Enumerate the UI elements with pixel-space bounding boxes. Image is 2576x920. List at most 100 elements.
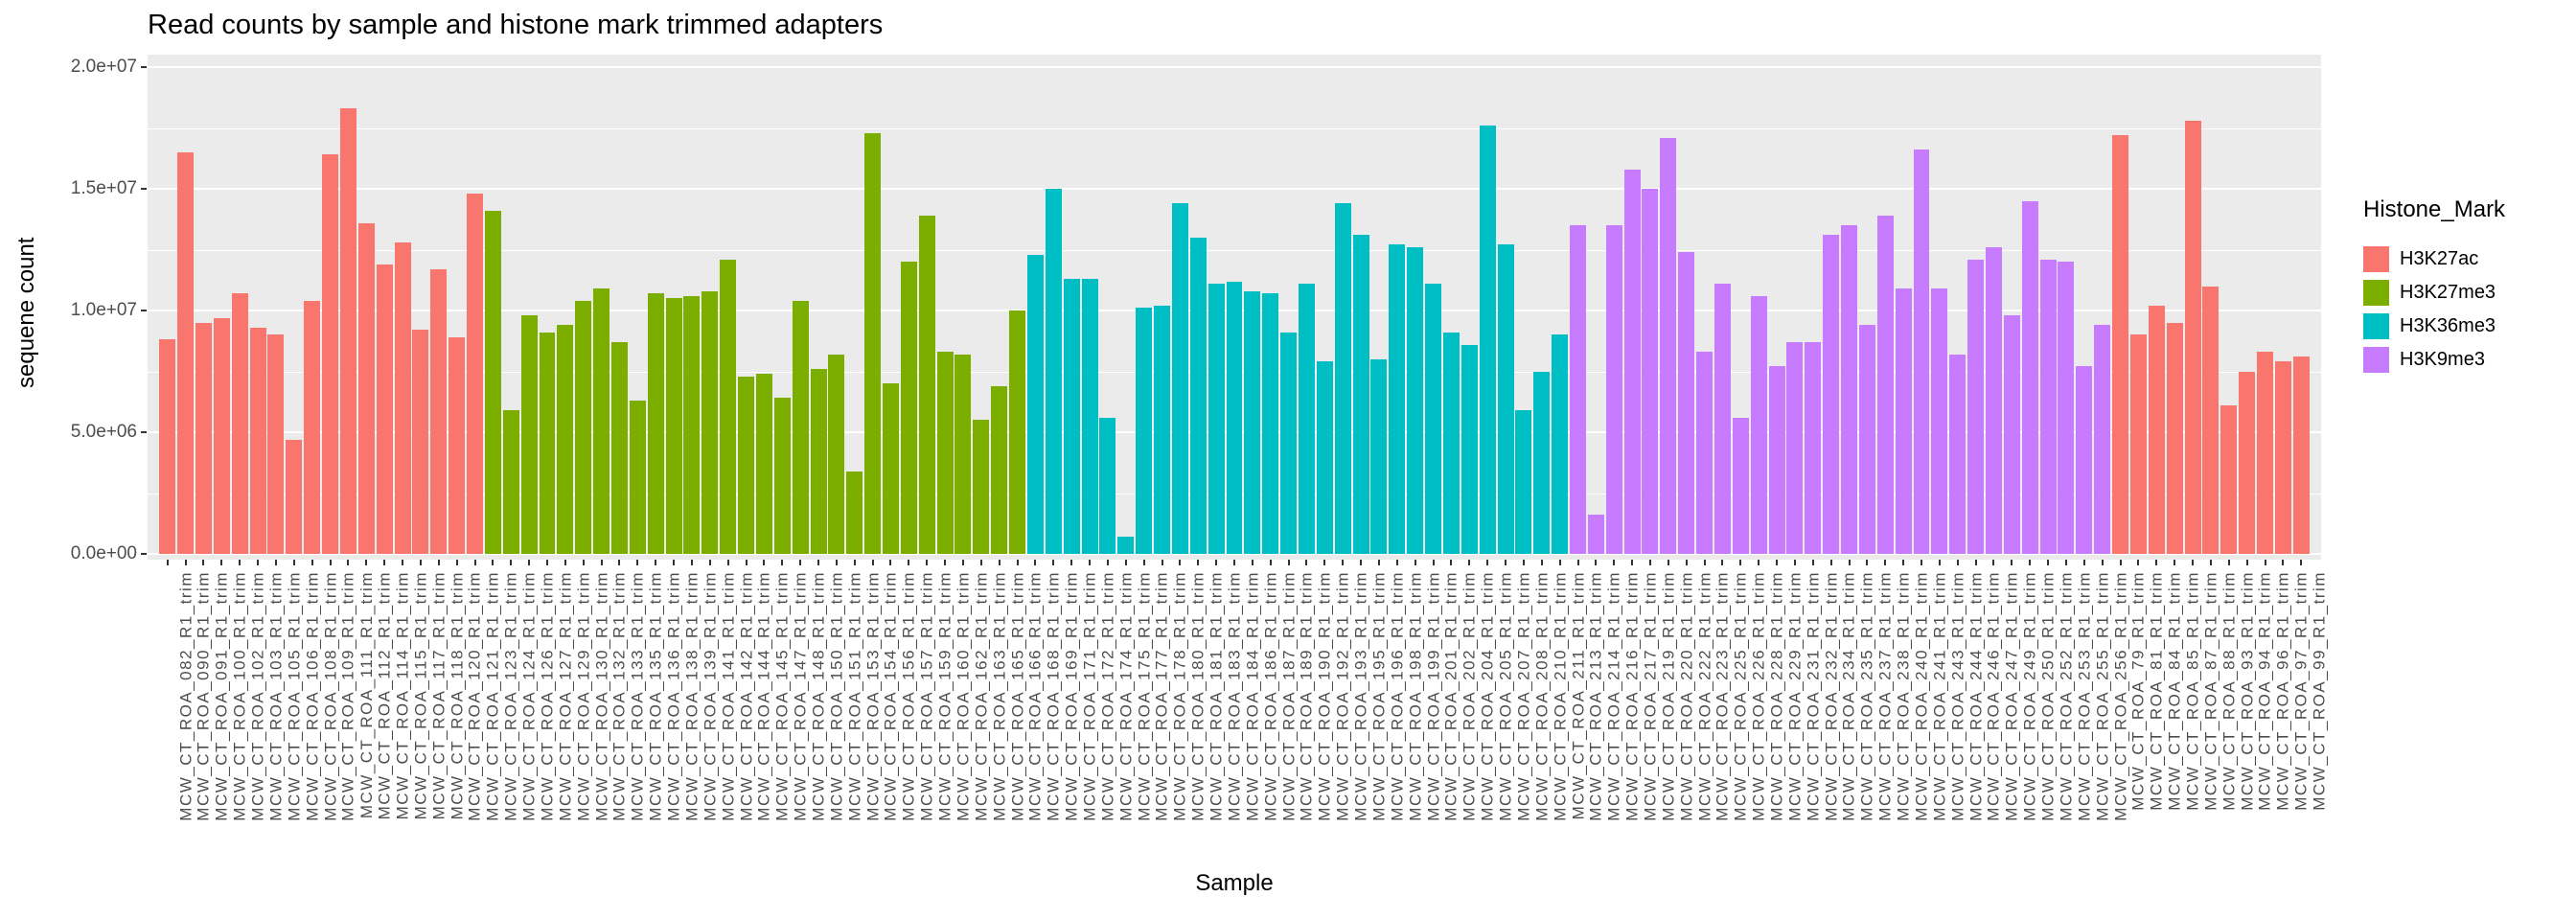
bar — [2184, 120, 2201, 554]
x-tick — [1703, 560, 1706, 565]
bar — [1605, 225, 1622, 554]
x-tick — [402, 560, 404, 565]
x-tick-label: MCW_CT_ROA_157_R1_trim — [917, 571, 936, 821]
x-tick — [528, 560, 531, 565]
bar — [720, 259, 737, 554]
bar — [1497, 244, 1514, 554]
x-tick-label: MCW_CT_ROA_154_R1_trim — [882, 571, 901, 821]
bar — [755, 374, 772, 554]
x-tick-label: MCW_CT_ROA_123_R1_trim — [501, 571, 520, 821]
bar — [846, 471, 863, 554]
x-tick-label: MCW_CT_ROA_126_R1_trim — [538, 571, 557, 821]
bar — [1823, 235, 1840, 554]
x-tick — [944, 560, 947, 565]
x-tick-label: MCW_CT_ROA_090_R1_trim — [195, 571, 214, 821]
x-tick-label: MCW_CT_ROA_112_R1_trim — [375, 571, 394, 820]
bar — [918, 215, 935, 554]
x-tick — [510, 560, 513, 565]
bar — [575, 300, 592, 554]
bar — [267, 334, 285, 554]
bar — [954, 354, 972, 554]
x-tick — [1142, 560, 1145, 565]
x-tick — [166, 560, 169, 565]
x-tick — [202, 560, 205, 565]
x-tick-label: MCW_CT_ROA_199_R1_trim — [1424, 571, 1443, 821]
x-tick-label: MCW_CT_ROA_144_R1_trim — [755, 571, 774, 821]
bar — [1660, 137, 1677, 554]
bar — [2021, 200, 2038, 554]
x-tick-label: MCW_CT_ROA_232_R1_trim — [1822, 571, 1841, 821]
x-tick — [1360, 560, 1363, 565]
x-tick-label: MCW_CT_ROA_99_R1_trim — [2310, 571, 2329, 811]
x-tick — [690, 560, 693, 565]
bar — [883, 383, 899, 554]
x-tick-label: MCW_CT_ROA_223_R1_trim — [1714, 571, 1733, 821]
bar — [1587, 515, 1604, 554]
bar — [177, 151, 195, 554]
bar — [593, 288, 610, 554]
x-tick-label: MCW_CT_ROA_136_R1_trim — [664, 571, 683, 821]
x-tick — [1595, 560, 1598, 565]
y-tick — [141, 66, 147, 68]
x-tick — [2119, 560, 2122, 565]
bar — [1533, 371, 1551, 554]
bar — [2129, 334, 2147, 554]
bar — [647, 293, 664, 554]
x-tick — [1179, 560, 1182, 565]
x-tick-label: MCW_CT_ROA_184_R1_trim — [1243, 571, 1262, 821]
bar — [1714, 284, 1731, 554]
bar — [1696, 352, 1714, 554]
x-tick-label: MCW_CT_ROA_118_R1_trim — [448, 571, 467, 820]
bar — [665, 298, 682, 554]
gridline-minor — [148, 127, 2321, 129]
x-tick — [1811, 560, 1814, 565]
x-tick-label: MCW_CT_ROA_192_R1_trim — [1333, 571, 1352, 821]
x-tick — [1414, 560, 1416, 565]
x-tick — [1034, 560, 1037, 565]
bar — [1352, 235, 1369, 554]
x-tick — [1540, 560, 1543, 565]
gridline-major — [148, 553, 2321, 555]
x-tick-label: MCW_CT_ROA_106_R1_trim — [303, 571, 322, 821]
x-tick — [636, 560, 639, 565]
x-tick-label: MCW_CT_ROA_247_R1_trim — [2002, 571, 2021, 821]
bar — [376, 264, 393, 554]
x-tick-label: MCW_CT_ROA_201_R1_trim — [1442, 571, 1461, 821]
legend-entry-label: H3K9me3 — [2400, 349, 2485, 370]
x-tick — [2064, 560, 2067, 565]
x-tick-label: MCW_CT_ROA_79_R1_trim — [2129, 571, 2149, 811]
x-tick-label: MCW_CT_ROA_229_R1_trim — [1785, 571, 1805, 821]
x-tick — [2011, 560, 2013, 565]
bar — [1876, 215, 1894, 554]
x-tick — [1758, 560, 1760, 565]
bar — [702, 290, 719, 554]
bar — [2202, 286, 2220, 554]
x-tick-label: MCW_CT_ROA_211_R1_trim — [1569, 571, 1588, 820]
bar — [1136, 308, 1153, 554]
x-tick — [1920, 560, 1922, 565]
legend-entry: H3K36me3 — [2363, 313, 2505, 339]
x-tick-label: MCW_CT_ROA_238_R1_trim — [1894, 571, 1913, 821]
x-tick-label: MCW_CT_ROA_225_R1_trim — [1731, 571, 1750, 821]
x-tick — [220, 560, 223, 565]
bar — [1334, 203, 1351, 554]
x-tick — [998, 560, 1000, 565]
x-tick-label: MCW_CT_ROA_181_R1_trim — [1207, 571, 1226, 821]
x-tick-label: MCW_CT_ROA_204_R1_trim — [1478, 571, 1497, 821]
bar — [1985, 246, 2002, 554]
bar — [792, 300, 809, 554]
x-tick-label: MCW_CT_ROA_84_R1_trim — [2165, 571, 2184, 811]
legend-entries: H3K27ac H3K27me3 H3K36me3 H3K9me3 — [2363, 246, 2505, 373]
bar — [502, 410, 519, 554]
bar — [2058, 262, 2075, 554]
x-tick-label: MCW_CT_ROA_145_R1_trim — [772, 571, 792, 821]
x-tick — [347, 560, 350, 565]
x-tick — [1468, 560, 1471, 565]
x-tick — [1667, 560, 1669, 565]
x-tick — [2245, 560, 2248, 565]
x-tick-label: MCW_CT_ROA_198_R1_trim — [1406, 571, 1425, 821]
gridline-minor — [148, 249, 2321, 251]
bar — [2220, 405, 2238, 554]
x-tick — [1197, 560, 1200, 565]
